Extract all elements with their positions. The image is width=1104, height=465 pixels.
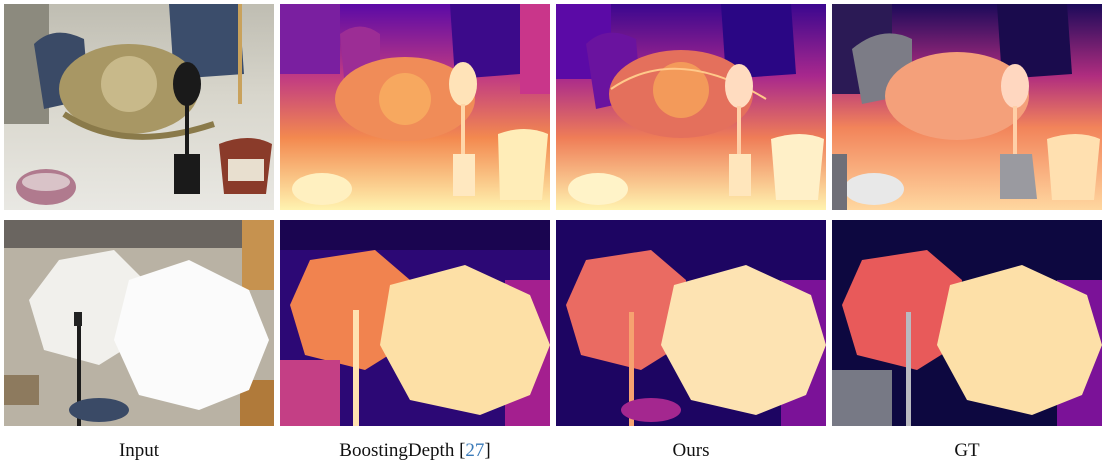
- column-label-ours: Ours: [672, 440, 710, 461]
- row1-ours-map: [556, 4, 826, 210]
- row1-input-image: [4, 4, 274, 210]
- column-label-input: Input: [118, 440, 160, 461]
- column-label-boostingdepth: BoostingDepth [27]: [339, 440, 491, 461]
- column-label-gt: GT: [954, 440, 980, 461]
- row2-gt-map: [832, 220, 1102, 426]
- row2-boostingdepth-map: [280, 220, 550, 426]
- row2-ours-map: [556, 220, 826, 426]
- row1-gt-map: [832, 4, 1102, 210]
- row2-input-image: [4, 220, 274, 426]
- row1-boostingdepth-map: [280, 4, 550, 210]
- citation-link[interactable]: 27: [465, 440, 485, 461]
- figure-grid: [4, 4, 1102, 432]
